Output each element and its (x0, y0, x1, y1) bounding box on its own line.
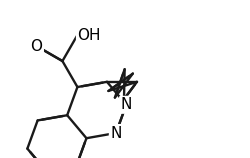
Text: O: O (30, 39, 42, 54)
Text: OH: OH (78, 28, 101, 43)
Text: N: N (110, 125, 122, 140)
Text: N: N (120, 97, 132, 112)
